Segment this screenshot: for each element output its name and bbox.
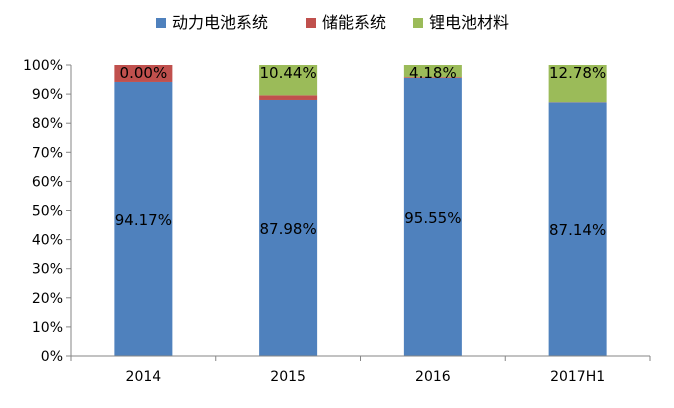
y-tick-label: 80% bbox=[32, 116, 63, 132]
x-tick-label: 2015 bbox=[270, 369, 306, 385]
data-label: 94.17% bbox=[115, 211, 172, 229]
legend: 动力电池系统 储能系统 锂电池材料 bbox=[156, 13, 509, 32]
y-tick-label: 90% bbox=[32, 87, 63, 103]
y-tick-label: 20% bbox=[32, 291, 63, 307]
x-tick-label: 2016 bbox=[415, 369, 451, 385]
y-axis: 0% 10% 20% 30% 40% 50% 60% 70% 80% 90% 100% bbox=[23, 58, 71, 365]
data-label: 87.98% bbox=[260, 220, 317, 238]
y-tick-label: 40% bbox=[32, 233, 63, 249]
bar-segment bbox=[259, 95, 317, 100]
y-tick-label: 70% bbox=[32, 145, 63, 161]
y-tick-label: 0% bbox=[41, 349, 63, 365]
x-tick-label: 2014 bbox=[126, 369, 162, 385]
data-label: 12.78% bbox=[549, 64, 606, 82]
data-labels: 94.17% 0.00% 87.98% 10.44% 95.55% 4.18% 87.14%… bbox=[115, 64, 606, 239]
x-tick-label: 2017H1 bbox=[550, 369, 605, 385]
data-label: 10.44% bbox=[260, 64, 317, 82]
legend-label: 储能系统 bbox=[322, 13, 386, 32]
legend-swatch bbox=[413, 18, 423, 28]
legend-label: 动力电池系统 bbox=[172, 13, 268, 32]
legend-label: 锂电池材料 bbox=[429, 13, 509, 32]
y-tick-label: 30% bbox=[32, 262, 63, 278]
y-tick-label: 60% bbox=[32, 174, 63, 190]
legend-swatch bbox=[306, 18, 316, 28]
bars bbox=[114, 65, 606, 356]
legend-swatch bbox=[156, 18, 166, 28]
data-label: 4.18% bbox=[409, 64, 457, 82]
data-label: 87.14% bbox=[549, 221, 606, 239]
data-label: 95.55% bbox=[404, 209, 461, 227]
y-tick-label: 10% bbox=[32, 320, 63, 336]
data-label: 0.00% bbox=[120, 64, 168, 82]
y-tick-label: 50% bbox=[32, 204, 63, 220]
x-axis: 2014 2015 2016 2017H1 bbox=[71, 356, 650, 385]
y-tick-label: 100% bbox=[23, 58, 63, 74]
